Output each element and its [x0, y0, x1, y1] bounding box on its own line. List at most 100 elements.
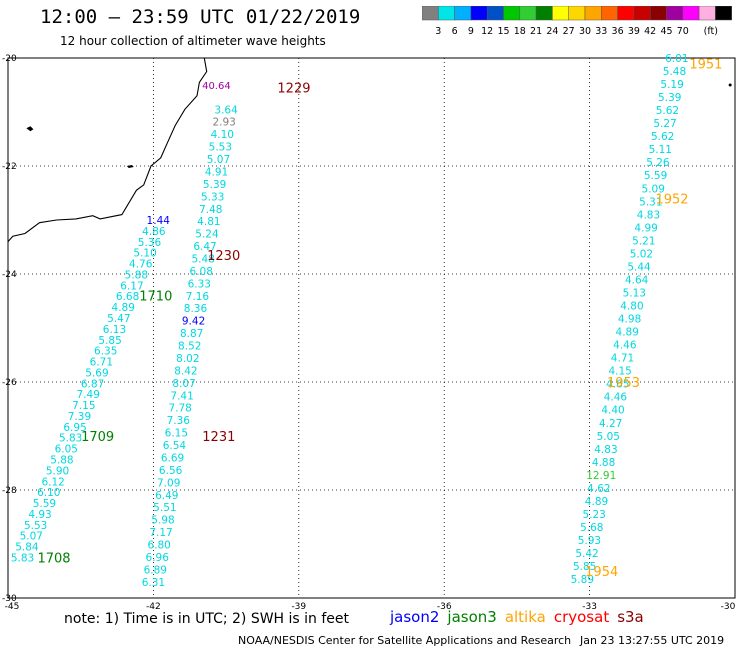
- wave-height-value: 8.42: [174, 365, 197, 377]
- wave-height-value: 8.36: [184, 303, 208, 315]
- wave-height-value: 1.44: [147, 215, 171, 227]
- wave-height-value: 5.31: [639, 196, 662, 208]
- colorbar-label: 15: [497, 26, 509, 37]
- wave-height-value: 5.53: [24, 520, 47, 532]
- wave-height-value: 4.89: [616, 327, 639, 339]
- pass-label: 1708: [37, 552, 70, 567]
- wave-height-value: 5.05: [597, 431, 620, 443]
- wave-height-value: 12.91: [586, 470, 616, 482]
- satellite-legend: jason2 jason3 altika cryosat s3a: [390, 608, 652, 626]
- wave-height-value: 5.21: [632, 235, 655, 247]
- wave-height-value: 5.07: [20, 531, 43, 543]
- island-shape: [26, 126, 34, 132]
- wave-height-value: 5.53: [209, 142, 232, 154]
- colorbar-label: 39: [628, 26, 640, 37]
- wave-height-value: 4.76: [129, 259, 153, 271]
- wave-height-value: 6.96: [146, 552, 170, 564]
- wave-height-value: 7.39: [68, 411, 91, 423]
- wave-height-value: 9.42: [182, 316, 205, 328]
- wave-height-value: 5.44: [627, 261, 651, 273]
- satellite-legend-item: jason2: [390, 608, 440, 626]
- wave-height-value: 5.13: [623, 287, 646, 299]
- wave-height-value: 4.71: [611, 353, 634, 365]
- y-tick-label: -30: [2, 594, 17, 604]
- wave-height-value: 3.64: [214, 104, 238, 116]
- wave-height-value: 6.54: [163, 440, 187, 452]
- wave-height-value: 4.65: [606, 379, 629, 391]
- x-tick-label: -39: [291, 602, 306, 612]
- wave-height-value: 6.33: [188, 278, 211, 290]
- wave-height-value: 5.09: [642, 183, 665, 195]
- colorbar-label: 9: [468, 26, 474, 37]
- wave-height-value: 4.46: [613, 340, 637, 352]
- pass-label: 1954: [585, 565, 618, 580]
- wave-height-value: 5.24: [195, 229, 219, 241]
- pass-label: 1951: [689, 57, 722, 72]
- x-tick-label: -45: [5, 602, 20, 612]
- wave-height-value: 5.85: [98, 335, 121, 347]
- wave-height-value: 5.59: [644, 170, 667, 182]
- wave-height-value: 4.89: [585, 496, 608, 508]
- wave-height-value: 7.36: [167, 415, 191, 427]
- wave-height-value: 7.15: [72, 400, 95, 412]
- x-tick-label: -30: [721, 602, 736, 612]
- wave-height-value: 6.12: [41, 476, 64, 488]
- wave-height-value: 4.86: [142, 226, 166, 238]
- wave-height-value: 5.10: [133, 248, 156, 260]
- wave-height-value: 7.17: [149, 527, 172, 539]
- coastline: [7, 57, 208, 242]
- wave-height-value: 5.93: [578, 535, 601, 547]
- wave-height-value: 5.48: [663, 66, 686, 78]
- map-subtitle: 12 hour collection of altimeter wave hei…: [60, 34, 326, 48]
- wave-height-value: 5.62: [651, 131, 674, 143]
- wave-height-value: 5.62: [656, 105, 679, 117]
- satellite-legend-item: s3a: [617, 608, 644, 626]
- colorbar-swatch: [715, 6, 732, 21]
- wave-height-value: 6.10: [37, 487, 60, 499]
- wave-height-value: 5.42: [575, 548, 598, 560]
- wave-height-value: 4.89: [112, 302, 135, 314]
- wave-height-value: 6.80: [147, 539, 170, 551]
- wave-height-value: 6.87: [81, 378, 104, 390]
- wave-height-value: 7.09: [157, 477, 180, 489]
- wave-height-value: 5.59: [33, 498, 56, 510]
- wave-height-value: 6.17: [120, 280, 143, 292]
- wave-height-value: 6.15: [165, 428, 188, 440]
- island-shape: [126, 165, 134, 168]
- wave-height-value: 5.83: [11, 553, 34, 565]
- wave-height-value: 7.49: [77, 389, 100, 401]
- wave-height-value: 7.16: [186, 291, 210, 303]
- generated-timestamp: Jan 23 13:27:55 UTC 2019: [580, 634, 725, 647]
- wave-height-value: 5.84: [15, 542, 39, 554]
- pass-label: 1952: [655, 192, 688, 207]
- wave-height-value: 5.23: [582, 509, 605, 521]
- wave-height-value: 6.56: [159, 465, 183, 477]
- colorbar-label: 30: [579, 26, 591, 37]
- wave-height-value: 4.93: [28, 509, 51, 521]
- y-tick-label: -26: [2, 378, 17, 388]
- wave-height-value: 7.41: [170, 390, 193, 402]
- colorbar-legend: 3 6 9 12 15 18 21 24 27 30 33 36 39 42 45 70 (ft): [422, 6, 732, 37]
- wave-height-value: 5.11: [649, 144, 672, 156]
- wave-height-value: 5.98: [151, 515, 174, 527]
- wave-height-value: 4.15: [608, 366, 631, 378]
- colorbar-label: 42: [644, 26, 656, 37]
- colorbar-label: 24: [546, 26, 558, 37]
- wave-height-value: 5.68: [580, 522, 603, 534]
- pass-label: 1710: [139, 290, 172, 305]
- wave-height-value: 7.48: [199, 204, 222, 216]
- wave-height-value: 5.90: [46, 465, 69, 477]
- wave-height-value: 6.08: [190, 266, 213, 278]
- island-dot: [728, 83, 732, 87]
- wave-height-value: 4.64: [625, 274, 649, 286]
- x-tick-label: -36: [437, 602, 452, 612]
- wave-height-value: 5.83: [59, 433, 82, 445]
- wave-height-value: 5.27: [653, 118, 676, 130]
- colorbar-label: 45: [660, 26, 672, 37]
- wave-height-value: 4.91: [205, 166, 228, 178]
- satellite-legend-item: altika: [504, 608, 546, 626]
- colorbar-label: 70: [677, 26, 689, 37]
- wave-height-value: 8.52: [178, 341, 201, 353]
- wave-height-value: 4.88: [592, 457, 615, 469]
